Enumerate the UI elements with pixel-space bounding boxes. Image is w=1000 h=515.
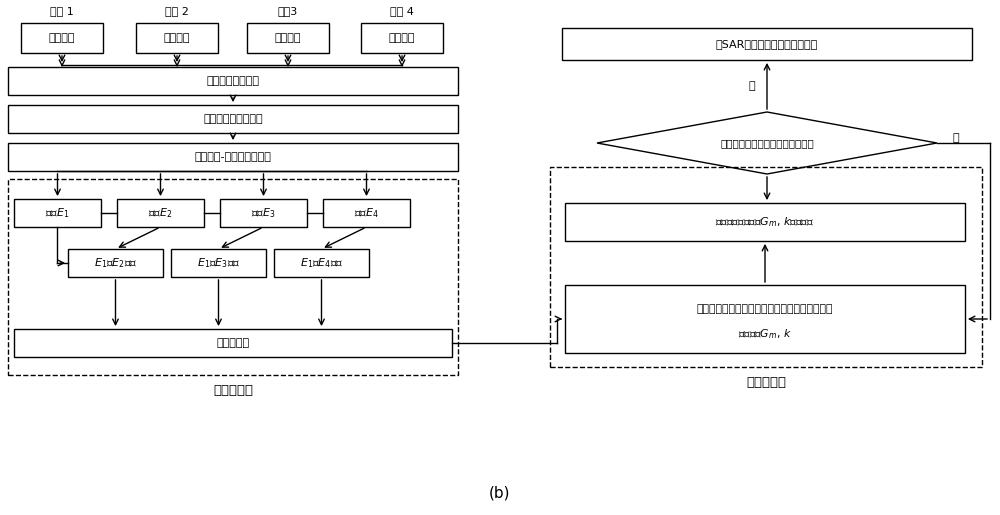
- Bar: [220, 199, 307, 227]
- Bar: [14, 199, 101, 227]
- Bar: [171, 249, 266, 277]
- Text: 第一步处理: 第一步处理: [213, 384, 253, 397]
- Text: 时延补偿与通道均衡: 时延补偿与通道均衡: [203, 114, 263, 124]
- Bar: [8, 143, 458, 171]
- Text: 通道 2: 通道 2: [165, 6, 189, 16]
- Bar: [8, 179, 458, 375]
- Text: 原始数据: 原始数据: [389, 33, 415, 43]
- Text: 在SAR图像上进行重定位与标注: 在SAR图像上进行重定位与标注: [716, 39, 818, 49]
- Bar: [117, 199, 204, 227]
- Text: 是: 是: [748, 81, 755, 91]
- Text: 所有动目标均完成位置偏移量处理: 所有动目标均完成位置偏移量处理: [720, 138, 814, 148]
- Text: 图像$E_3$: 图像$E_3$: [251, 206, 276, 220]
- Bar: [565, 203, 965, 241]
- Bar: [14, 329, 452, 357]
- Text: 恒虚警检测: 恒虚警检测: [216, 338, 250, 348]
- Text: 距离匹配滤波处理: 距离匹配滤波处理: [207, 76, 260, 86]
- Bar: [247, 23, 329, 53]
- Text: 否: 否: [953, 133, 960, 143]
- Text: 通道 1: 通道 1: [50, 6, 74, 16]
- Bar: [550, 167, 982, 367]
- Bar: [562, 28, 972, 60]
- Text: 图像$E_1$: 图像$E_1$: [45, 206, 70, 220]
- Text: 原始数据: 原始数据: [275, 33, 301, 43]
- Bar: [323, 199, 410, 227]
- Text: $E_1$与$E_2$相消: $E_1$与$E_2$相消: [94, 256, 137, 270]
- Bar: [361, 23, 443, 53]
- Text: 根据第一步检测结果提取动目标相关的局部联合: 根据第一步检测结果提取动目标相关的局部联合: [697, 304, 833, 314]
- Text: 原始数据: 原始数据: [49, 33, 75, 43]
- Text: 像素数据$G_m$, $k$: 像素数据$G_m$, $k$: [738, 327, 792, 341]
- Bar: [8, 67, 458, 95]
- Bar: [136, 23, 218, 53]
- Text: 原始数据: 原始数据: [164, 33, 190, 43]
- Text: 距离去斜-方位谱压缩处理: 距离去斜-方位谱压缩处理: [195, 152, 271, 162]
- Bar: [68, 249, 163, 277]
- Text: 局部联合像素数据$G_m$, $k$最优处理: 局部联合像素数据$G_m$, $k$最优处理: [715, 215, 815, 229]
- Text: 图像$E_4$: 图像$E_4$: [354, 206, 379, 220]
- Bar: [21, 23, 103, 53]
- Text: 第二步处理: 第二步处理: [746, 375, 786, 388]
- Text: (b): (b): [489, 486, 511, 501]
- Text: 通道3: 通道3: [278, 6, 298, 16]
- Text: 通道 4: 通道 4: [390, 6, 414, 16]
- Bar: [565, 285, 965, 353]
- Bar: [8, 105, 458, 133]
- Bar: [274, 249, 369, 277]
- Text: $E_1$与$E_4$相消: $E_1$与$E_4$相消: [300, 256, 343, 270]
- Text: $E_1$与$E_3$相消: $E_1$与$E_3$相消: [197, 256, 240, 270]
- Text: 图像$E_2$: 图像$E_2$: [148, 206, 173, 220]
